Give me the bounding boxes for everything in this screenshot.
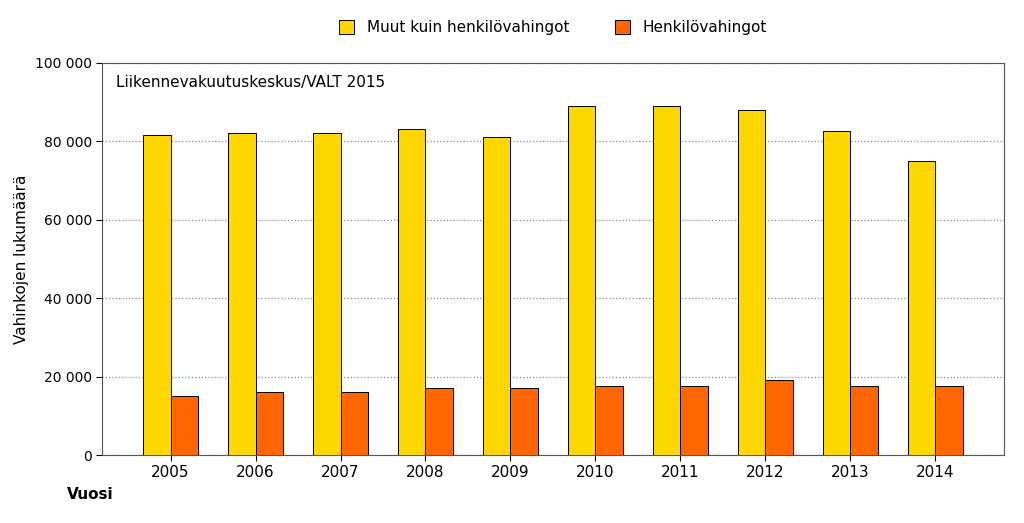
Legend: Muut kuin henkilövahingot, Henkilövahingot: Muut kuin henkilövahingot, Henkilövahing… <box>335 16 771 40</box>
Bar <box>483 137 511 455</box>
Text: Vuosi: Vuosi <box>67 487 114 502</box>
Bar <box>823 131 850 455</box>
Bar <box>850 386 878 455</box>
Bar <box>738 110 765 455</box>
Bar <box>313 133 341 455</box>
Bar <box>568 106 595 455</box>
Bar <box>341 392 368 455</box>
Bar <box>653 106 680 455</box>
Bar <box>595 386 623 455</box>
Bar <box>398 129 426 455</box>
Bar <box>511 388 538 455</box>
Bar <box>143 135 171 455</box>
Bar <box>765 380 793 455</box>
Bar <box>228 133 256 455</box>
Bar <box>680 386 708 455</box>
Text: Liikennevakuutuskeskus/VALT 2015: Liikennevakuutuskeskus/VALT 2015 <box>116 74 385 89</box>
Bar <box>426 388 453 455</box>
Bar <box>256 392 283 455</box>
Bar <box>171 396 198 455</box>
Y-axis label: Vahinkojen lukumäärä: Vahinkojen lukumäärä <box>14 174 30 344</box>
Bar <box>935 386 963 455</box>
Bar <box>908 161 935 455</box>
